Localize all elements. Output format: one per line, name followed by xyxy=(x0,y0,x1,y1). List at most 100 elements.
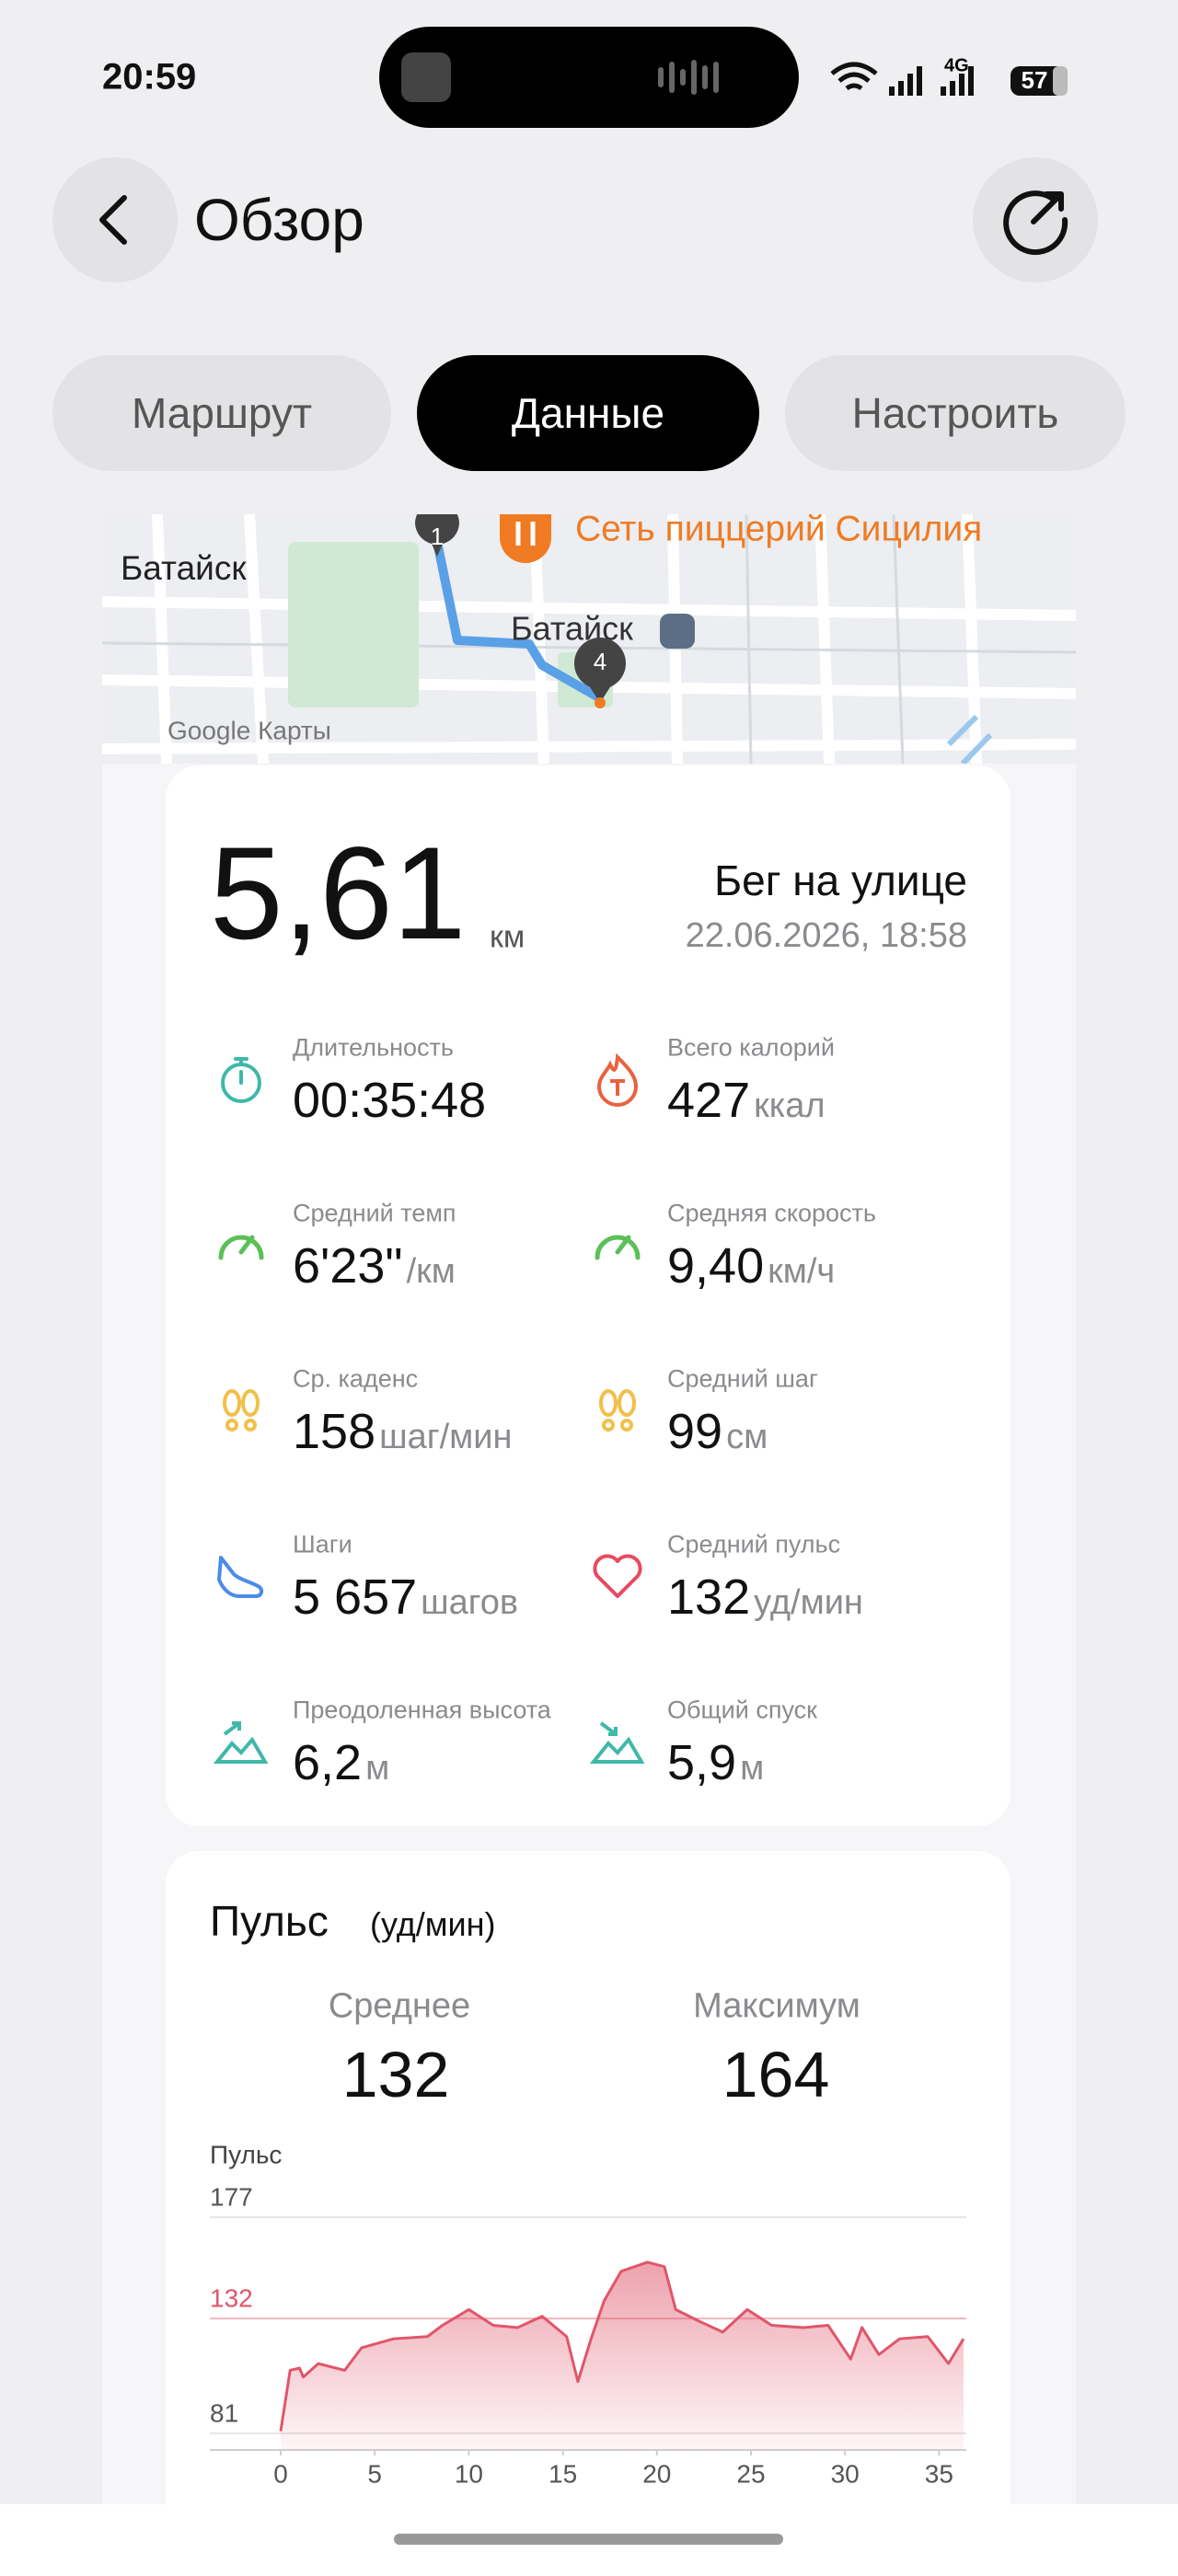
metric-unit: м xyxy=(740,1749,765,1788)
x-tick-label: 0 xyxy=(273,2459,288,2488)
metric-label: Средняя скорость xyxy=(667,1199,876,1227)
metric-icon xyxy=(223,1389,260,1432)
network-label: 4G xyxy=(944,55,969,75)
metric-value: 6,2 xyxy=(293,1735,363,1790)
metric-icon xyxy=(589,1721,645,1764)
metric-label: Ср. каденс xyxy=(293,1364,419,1393)
average-value: 132 xyxy=(341,2039,450,2110)
max-value: 164 xyxy=(722,2039,830,2110)
metric-label: Всего калорий xyxy=(667,1033,835,1062)
metric-value-row: 5,9 м xyxy=(667,1734,764,1791)
signal-icon-2 xyxy=(941,66,974,96)
back-button[interactable] xyxy=(52,157,178,282)
metric-icon xyxy=(218,1235,264,1260)
distance-value: 5,61 xyxy=(210,821,467,967)
poi-marker xyxy=(500,514,551,563)
home-indicator[interactable] xyxy=(394,2534,783,2545)
share-icon xyxy=(1003,190,1068,256)
share-button[interactable] xyxy=(973,157,1098,282)
metric-label: Общий спуск xyxy=(667,1696,817,1724)
x-tick-label: 20 xyxy=(642,2459,671,2488)
x-tick-label: 5 xyxy=(367,2459,382,2488)
metric-icon xyxy=(593,1554,642,1598)
tab-active[interactable]: Данные xyxy=(417,355,759,471)
x-tick-label: 15 xyxy=(549,2459,577,2488)
metric-icon xyxy=(213,1721,269,1764)
tab[interactable]: Маршрут xyxy=(52,355,391,471)
nav-bar xyxy=(0,2504,1178,2576)
metric-unit: км/ч xyxy=(768,1252,836,1291)
area-fill xyxy=(281,2261,964,2450)
metric-value-row: 6,2 м xyxy=(293,1734,389,1791)
average-label: Среднее xyxy=(328,1986,471,2026)
metric-icon xyxy=(595,1235,641,1260)
y-tick-label: 177 xyxy=(210,2182,253,2211)
metric-value: 158 xyxy=(293,1404,376,1459)
dynamic-island xyxy=(379,27,799,128)
metric-value: 5 657 xyxy=(293,1570,418,1625)
metric-unit: см xyxy=(726,1418,768,1456)
park xyxy=(288,542,419,707)
metric-icon xyxy=(221,1057,261,1103)
metric-label: Средний пульс xyxy=(667,1530,841,1558)
metric-unit: уд/мин xyxy=(754,1583,863,1622)
metric-value: 6'23" xyxy=(293,1238,403,1294)
city-label: Батайск xyxy=(121,549,247,587)
marker-label: 4 xyxy=(594,648,606,675)
battery-level: 57 xyxy=(1022,66,1048,94)
y-tick-label: 81 xyxy=(210,2398,238,2427)
tab[interactable]: Настроить xyxy=(785,355,1126,471)
metric-value-row: 132 уд/мин xyxy=(667,1569,863,1626)
metric-unit: /км xyxy=(406,1252,456,1291)
metric-label: Средний темп xyxy=(293,1199,456,1227)
metric-value-row: 158 шаг/мин xyxy=(293,1403,512,1460)
station-label: Батайск xyxy=(511,610,633,648)
x-tick-label: 10 xyxy=(455,2459,483,2488)
route-marker xyxy=(574,638,626,708)
x-tick-label: 30 xyxy=(831,2459,860,2488)
metric-unit: шаг/мин xyxy=(379,1418,513,1456)
route-marker xyxy=(415,514,459,557)
metric-value-row: 5 657 шагов xyxy=(293,1569,518,1626)
clock: 20:59 xyxy=(102,56,197,98)
metric-value-row: 6'23"/км xyxy=(293,1237,456,1294)
metric-icon xyxy=(596,1052,639,1107)
max-label: Максимум xyxy=(693,1986,860,2026)
media-thumbnail xyxy=(401,52,451,102)
audio-wave xyxy=(658,60,719,95)
y-tick-label: 132 xyxy=(210,2284,253,2313)
wifi-icon xyxy=(830,62,878,91)
metric-unit: м xyxy=(365,1749,390,1788)
road-marker xyxy=(946,714,993,764)
metric-label: Преодоленная высота xyxy=(293,1696,551,1724)
route-line xyxy=(433,540,603,703)
metric-value-row: 99 см xyxy=(667,1403,768,1460)
metric-value-row: 427 ккал xyxy=(667,1072,826,1129)
metric-unit: шагов xyxy=(421,1583,519,1622)
metric-label: Длительность xyxy=(293,1033,454,1062)
battery-empty xyxy=(1053,66,1068,96)
metric-label: Шаги xyxy=(293,1530,352,1558)
activity-type: Бег на улице xyxy=(713,857,967,904)
metric-value: 99 xyxy=(667,1404,723,1459)
summary-card xyxy=(166,765,1011,1826)
activity-datetime: 22.06.2026, 18:58 xyxy=(685,916,967,955)
metric-value: 5,9 xyxy=(667,1735,737,1790)
status-icons: 4G 57 xyxy=(830,55,1068,96)
signal-icon xyxy=(889,66,922,96)
metric-label: Средний шаг xyxy=(667,1364,818,1393)
metric-value-row: 9,40 км/ч xyxy=(667,1237,835,1294)
route-map[interactable]: Сеть пиццерий Сицилия Батайск Батайск 1 … xyxy=(102,514,1076,764)
x-tick-label: 35 xyxy=(925,2459,953,2488)
metric-icon xyxy=(217,1556,264,1598)
distance-unit: км xyxy=(490,919,525,955)
map-attribution: Google Карты xyxy=(167,716,331,744)
metric-value: 427 xyxy=(667,1073,751,1128)
metric-unit: ккал xyxy=(754,1087,826,1125)
metric-icon xyxy=(599,1389,636,1432)
pulse-line xyxy=(279,2260,965,2432)
metric-value: 132 xyxy=(667,1570,751,1625)
